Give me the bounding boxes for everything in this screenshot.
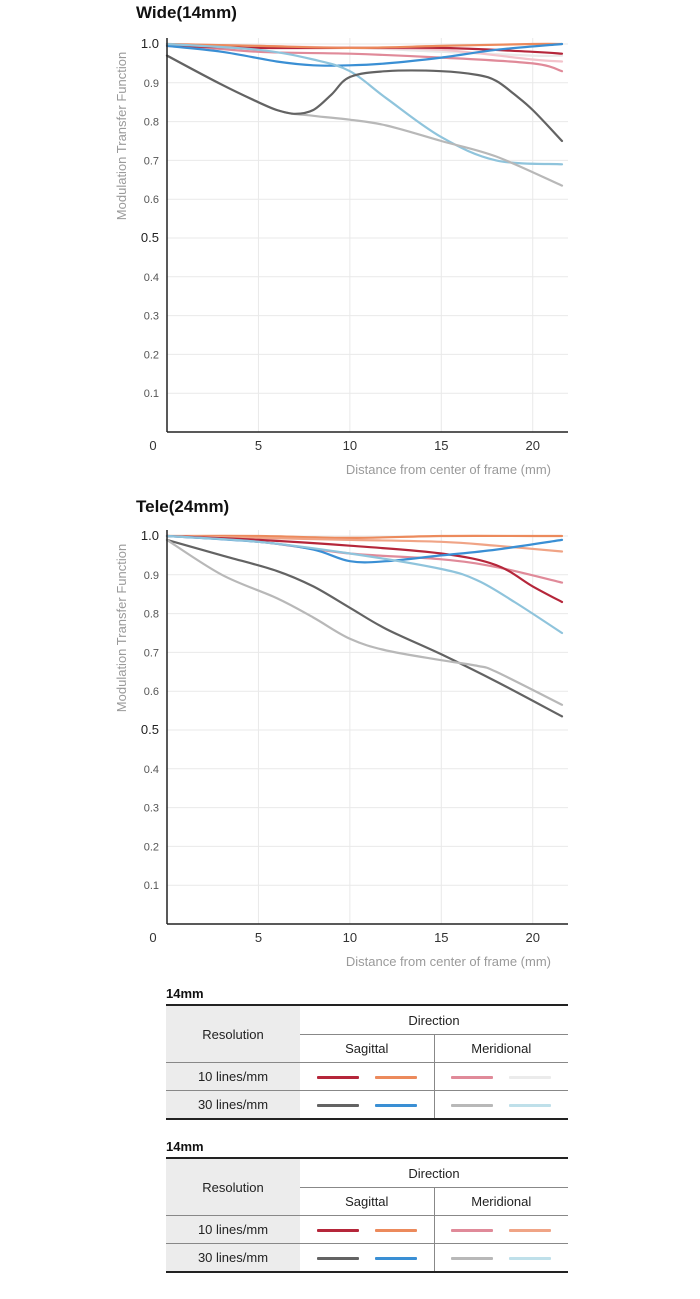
legend-swatch — [451, 1257, 494, 1261]
legend-block-2: 14mm Resolution Direction Sagittal Merid… — [166, 1137, 568, 1273]
legend-swatch — [316, 1229, 359, 1233]
legend-table: Resolution Direction Sagittal Meridional… — [166, 1157, 568, 1273]
y-tick-label: 0.2 — [144, 841, 159, 853]
y-tick-label: 1.0 — [141, 36, 159, 51]
series-line — [165, 538, 564, 718]
legend-row: 30 lines/mm — [166, 1243, 568, 1273]
y-tick-label: 0.6 — [144, 686, 159, 698]
legend-swatch — [451, 1076, 494, 1080]
sagittal-header: Sagittal — [300, 1187, 435, 1216]
series-line — [165, 42, 564, 49]
x-axis-label: Distance from center of frame (mm) — [346, 954, 551, 969]
y-axis-label: Modulation Transfer Function — [114, 52, 129, 220]
y-tick-label: 0.7 — [144, 155, 159, 167]
x-tick-label: 10 — [343, 930, 357, 945]
series-line — [165, 42, 564, 67]
series-line — [165, 42, 564, 166]
legend-swatch — [316, 1257, 359, 1261]
legend-swatch — [509, 1229, 552, 1233]
meridional-swatches — [434, 1215, 568, 1244]
sagittal-swatches — [300, 1090, 435, 1119]
x-tick-label: 20 — [526, 930, 540, 945]
x-tick-label: 0 — [149, 930, 156, 945]
y-tick-label: 0.8 — [144, 117, 159, 129]
legend-swatch — [451, 1104, 494, 1108]
direction-header: Direction — [300, 1005, 568, 1035]
y-axis-label: Modulation Transfer Function — [114, 544, 129, 712]
legend-row: 10 lines/mm — [166, 1215, 568, 1244]
y-tick-label: 0.9 — [144, 570, 159, 582]
resolution-header: Resolution — [166, 1158, 300, 1216]
legend-swatch — [374, 1104, 417, 1108]
legend-swatch — [509, 1076, 552, 1080]
chart-title-wide: Wide(14mm) — [136, 3, 237, 22]
series-line — [165, 534, 564, 539]
sagittal-header: Sagittal — [300, 1034, 435, 1063]
y-tick-label: 0.3 — [144, 803, 159, 815]
mtf-chart-wide: 1.0 0.9 0.8 0.7 0.6 0.5 0.4 0.3 0.2 0.1 0 5 10 15 20 Di… — [114, 36, 568, 477]
y-tick-label: 0.8 — [144, 609, 159, 621]
legend-swatch — [374, 1229, 417, 1233]
sagittal-swatches — [300, 1243, 435, 1272]
x-axis-label: Distance from center of frame (mm) — [346, 462, 551, 477]
legend-swatch — [316, 1076, 359, 1080]
meridional-header: Meridional — [434, 1034, 568, 1063]
x-tick-label: 0 — [149, 438, 156, 453]
x-tick-label: 5 — [255, 438, 262, 453]
legend-title: 14mm — [166, 986, 204, 1001]
y-tick-label: 0.9 — [144, 78, 159, 90]
y-tick-label: 0.1 — [144, 388, 159, 400]
y-tick-label: 1.0 — [141, 528, 159, 543]
chart-title-tele: Tele(24mm) — [136, 497, 230, 516]
legend-swatch — [316, 1104, 359, 1108]
meridional-swatches — [434, 1244, 568, 1273]
legend-block-1: 14mm Resolution Direction Sagittal Merid… — [166, 984, 568, 1120]
resolution-label: 30 lines/mm — [166, 1090, 300, 1119]
legend-swatch — [509, 1257, 552, 1261]
y-tick-label: 0.5 — [141, 230, 159, 245]
x-tick-label: 10 — [343, 438, 357, 453]
sagittal-swatches — [300, 1062, 435, 1091]
x-tick-label: 15 — [434, 438, 448, 453]
x-tick-label: 20 — [526, 438, 540, 453]
resolution-label: 10 lines/mm — [166, 1062, 300, 1091]
series-line — [165, 534, 564, 584]
series-line — [165, 54, 564, 143]
y-tick-label: 0.1 — [144, 880, 159, 892]
legend-row: 30 lines/mm — [166, 1090, 568, 1120]
legend-swatch — [374, 1257, 417, 1261]
legend-table: Resolution Direction Sagittal Meridional… — [166, 1004, 568, 1120]
resolution-header: Resolution — [166, 1005, 300, 1063]
x-tick-label: 5 — [255, 930, 262, 945]
resolution-label: 30 lines/mm — [166, 1243, 300, 1272]
series-line — [165, 54, 564, 187]
series-line — [165, 534, 564, 553]
y-tick-label: 0.5 — [141, 722, 159, 737]
meridional-swatches — [434, 1062, 568, 1091]
y-tick-label: 0.2 — [144, 349, 159, 361]
legend-swatch — [374, 1076, 417, 1080]
legend-title: 14mm — [166, 1139, 204, 1154]
series-line — [165, 42, 564, 73]
meridional-swatches — [434, 1091, 568, 1120]
y-tick-label: 0.4 — [144, 272, 159, 284]
series-line — [165, 534, 564, 604]
mtf-chart-tele: 1.0 0.9 0.8 0.7 0.6 0.5 0.4 0.3 0.2 0.1 0 5 10 15 20 Di… — [114, 528, 568, 969]
y-tick-label: 0.3 — [144, 311, 159, 323]
y-tick-label: 0.4 — [144, 764, 159, 776]
legend-swatch — [509, 1104, 552, 1108]
resolution-label: 10 lines/mm — [166, 1215, 300, 1244]
sagittal-swatches — [300, 1215, 435, 1244]
series-line — [165, 534, 564, 635]
y-tick-label: 0.6 — [144, 194, 159, 206]
x-tick-label: 15 — [434, 930, 448, 945]
direction-header: Direction — [300, 1158, 568, 1188]
series-line — [165, 538, 564, 706]
legend-row: 10 lines/mm — [166, 1062, 568, 1091]
meridional-header: Meridional — [434, 1187, 568, 1216]
legend-swatch — [451, 1229, 494, 1233]
y-tick-label: 0.7 — [144, 647, 159, 659]
